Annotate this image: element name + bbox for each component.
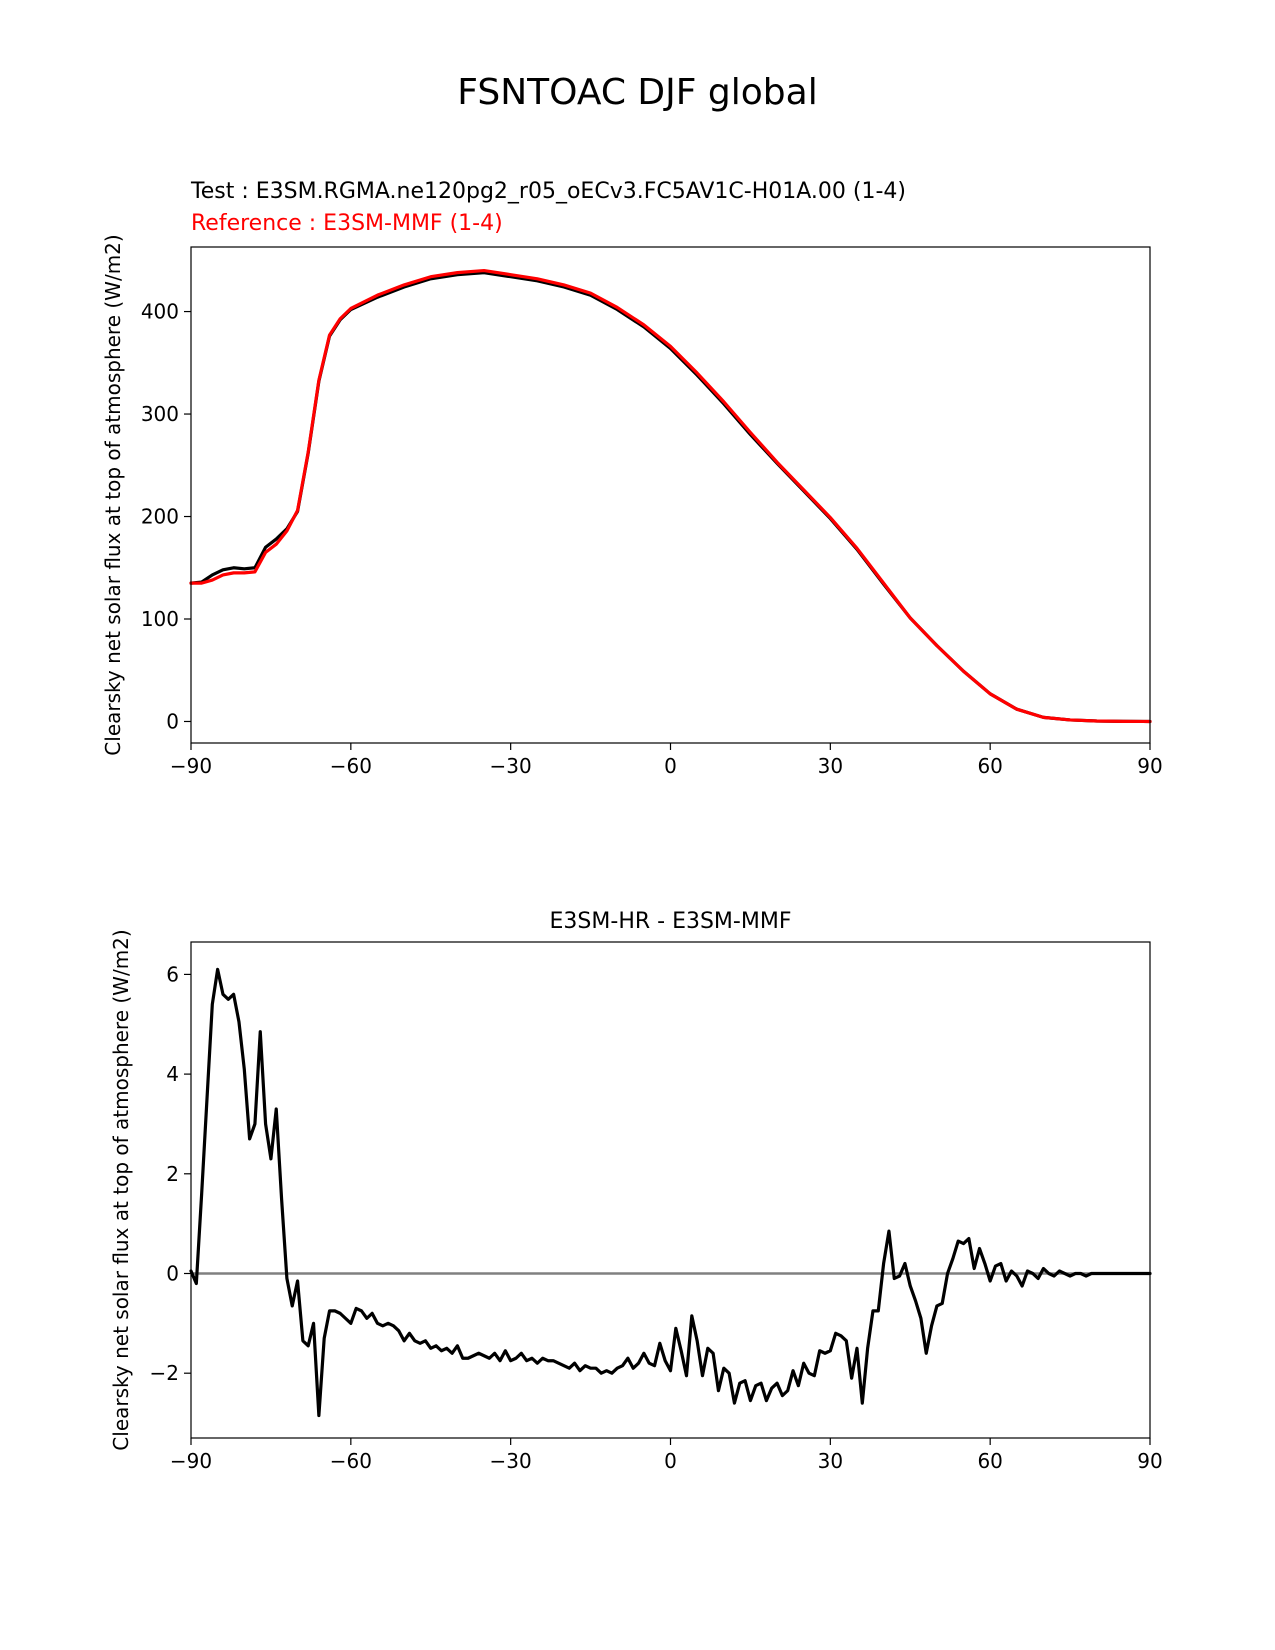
bottom-title: E3SM-HR - E3SM-MMF xyxy=(550,909,792,934)
x-tick-label: −30 xyxy=(490,1449,532,1473)
top-panel: Test : E3SM.RGMA.ne120pg2_r05_oECv3.FC5A… xyxy=(101,179,1163,778)
x-tick-label: −60 xyxy=(330,1449,372,1473)
y-tick-label: 200 xyxy=(141,505,179,529)
x-tick-label: 60 xyxy=(977,754,1002,778)
top-ylabel: Clearsky net solar flux at top of atmosp… xyxy=(101,234,125,755)
x-tick-label: −60 xyxy=(330,754,372,778)
y-tick-label: 100 xyxy=(141,607,179,631)
series-line-difference xyxy=(189,967,1152,1418)
figure-title: FSNTOAC DJF global xyxy=(457,72,818,113)
y-tick-label: 400 xyxy=(141,300,179,324)
x-tick-label: 60 xyxy=(977,1449,1002,1473)
x-tick-label: 0 xyxy=(664,754,677,778)
y-tick-label: 2 xyxy=(166,1162,179,1186)
x-tick-label: 30 xyxy=(818,754,843,778)
x-tick-label: 90 xyxy=(1137,754,1162,778)
top-plot-area: −90 −60 −30 0 30 60 90 0 100 200 300 400 xyxy=(141,268,1163,778)
y-tick-label: 4 xyxy=(166,1062,179,1086)
series-line-reference xyxy=(189,268,1152,724)
x-tick-label: 0 xyxy=(664,1449,677,1473)
x-tick-label: 30 xyxy=(818,1449,843,1473)
top-axes-frame xyxy=(190,246,1151,744)
series-line-test xyxy=(189,271,1152,724)
y-tick-label: 0 xyxy=(166,709,179,733)
x-tick-label: −90 xyxy=(170,1449,212,1473)
y-tick-label: 6 xyxy=(166,962,179,986)
reference-label: Reference : E3SM-MMF (1-4) xyxy=(191,211,503,236)
y-tick-label: 300 xyxy=(141,402,179,426)
bottom-ylabel: Clearsky net solar flux at top of atmosp… xyxy=(109,929,133,1450)
x-tick-label: −30 xyxy=(490,754,532,778)
x-tick-label: 90 xyxy=(1137,1449,1162,1473)
y-tick-label: 0 xyxy=(166,1261,179,1285)
test-label: Test : E3SM.RGMA.ne120pg2_r05_oECv3.FC5A… xyxy=(190,179,906,204)
bottom-axes-frame xyxy=(190,941,1151,1439)
bottom-plot-area: −90 −60 −30 0 30 60 90 −2 0 2 4 6 xyxy=(150,962,1163,1473)
y-tick-label: −2 xyxy=(150,1361,179,1385)
x-tick-label: −90 xyxy=(170,754,212,778)
bottom-panel: E3SM-HR - E3SM-MMF Clearsky net solar fl… xyxy=(109,909,1163,1473)
